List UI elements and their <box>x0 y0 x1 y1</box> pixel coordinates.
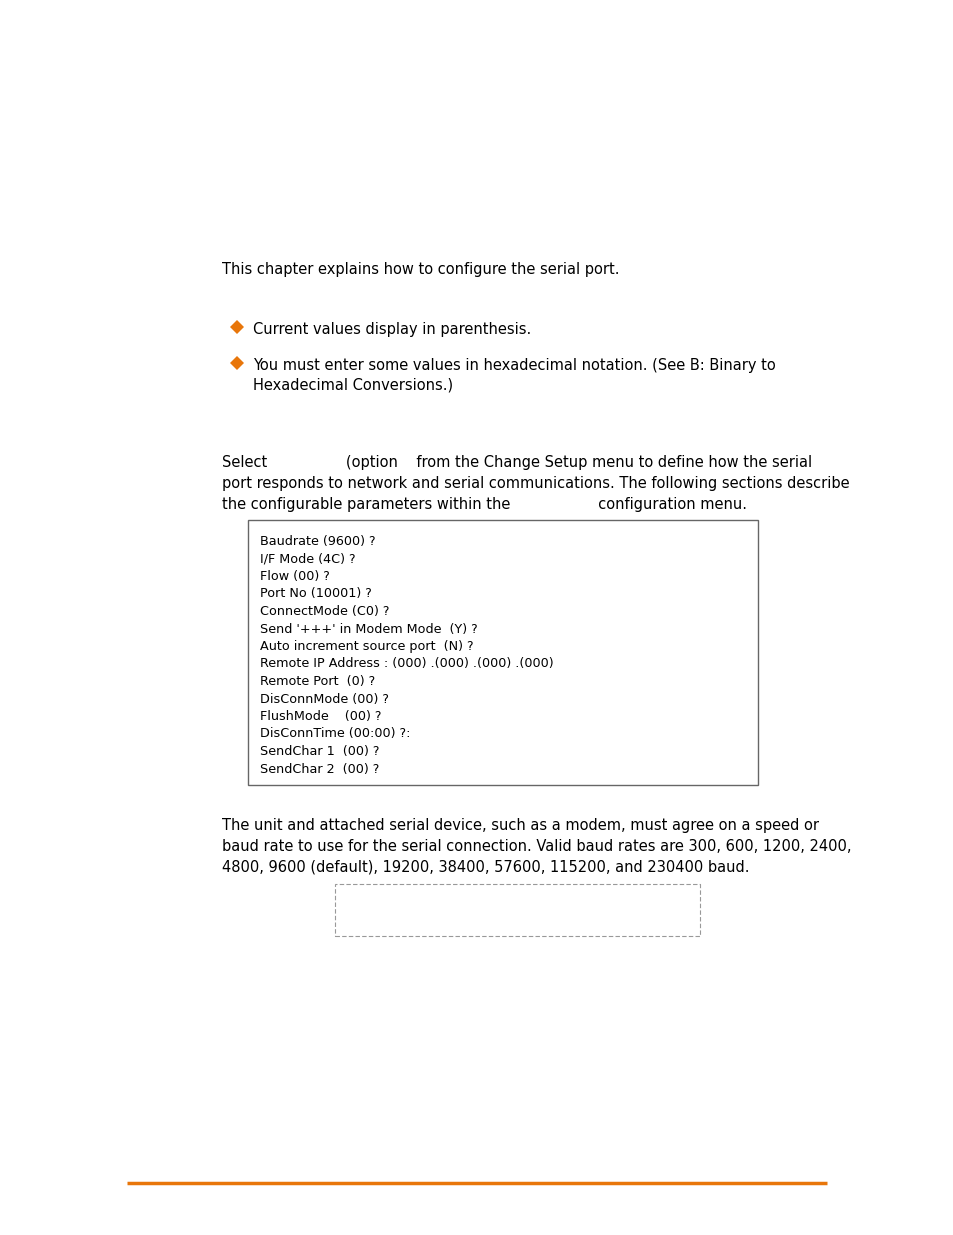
Text: Select                 (option    from the Change Setup menu to define how the s: Select (option from the Change Setup men… <box>222 454 811 471</box>
Text: Remote IP Address : (000) .(000) .(000) .(000): Remote IP Address : (000) .(000) .(000) … <box>260 657 553 671</box>
Text: You must enter some values in hexadecimal notation. (See B: Binary to: You must enter some values in hexadecima… <box>253 358 775 373</box>
Text: port responds to network and serial communications. The following sections descr: port responds to network and serial comm… <box>222 475 849 492</box>
Text: Auto increment source port  (N) ?: Auto increment source port (N) ? <box>260 640 473 653</box>
Text: Send '+++' in Modem Mode  (Y) ?: Send '+++' in Modem Mode (Y) ? <box>260 622 477 636</box>
Text: The unit and attached serial device, such as a modem, must agree on a speed or: The unit and attached serial device, suc… <box>222 818 818 832</box>
Text: Remote Port  (0) ?: Remote Port (0) ? <box>260 676 375 688</box>
Bar <box>248 520 758 785</box>
Text: baud rate to use for the serial connection. Valid baud rates are 300, 600, 1200,: baud rate to use for the serial connecti… <box>222 839 851 853</box>
Text: Hexadecimal Conversions.): Hexadecimal Conversions.) <box>253 378 453 393</box>
Text: 4800, 9600 (default), 19200, 38400, 57600, 115200, and 230400 baud.: 4800, 9600 (default), 19200, 38400, 5760… <box>222 860 749 876</box>
Text: This chapter explains how to configure the serial port.: This chapter explains how to configure t… <box>222 262 618 277</box>
Text: Port No (10001) ?: Port No (10001) ? <box>260 588 372 600</box>
Text: SendChar 1  (00) ?: SendChar 1 (00) ? <box>260 745 379 758</box>
Text: ConnectMode (C0) ?: ConnectMode (C0) ? <box>260 605 389 618</box>
Text: FlushMode    (00) ?: FlushMode (00) ? <box>260 710 381 722</box>
Text: Baudrate (9600) ?: Baudrate (9600) ? <box>260 535 375 548</box>
Text: DisConnMode (00) ?: DisConnMode (00) ? <box>260 693 389 705</box>
Bar <box>335 884 700 936</box>
Text: I/F Mode (4C) ?: I/F Mode (4C) ? <box>260 552 355 566</box>
Text: Flow (00) ?: Flow (00) ? <box>260 571 330 583</box>
Text: Current values display in parenthesis.: Current values display in parenthesis. <box>253 322 531 337</box>
Text: the configurable parameters within the                   configuration menu.: the configurable parameters within the c… <box>222 496 746 513</box>
Text: DisConnTime (00:00) ?:: DisConnTime (00:00) ?: <box>260 727 410 741</box>
Text: SendChar 2  (00) ?: SendChar 2 (00) ? <box>260 762 379 776</box>
